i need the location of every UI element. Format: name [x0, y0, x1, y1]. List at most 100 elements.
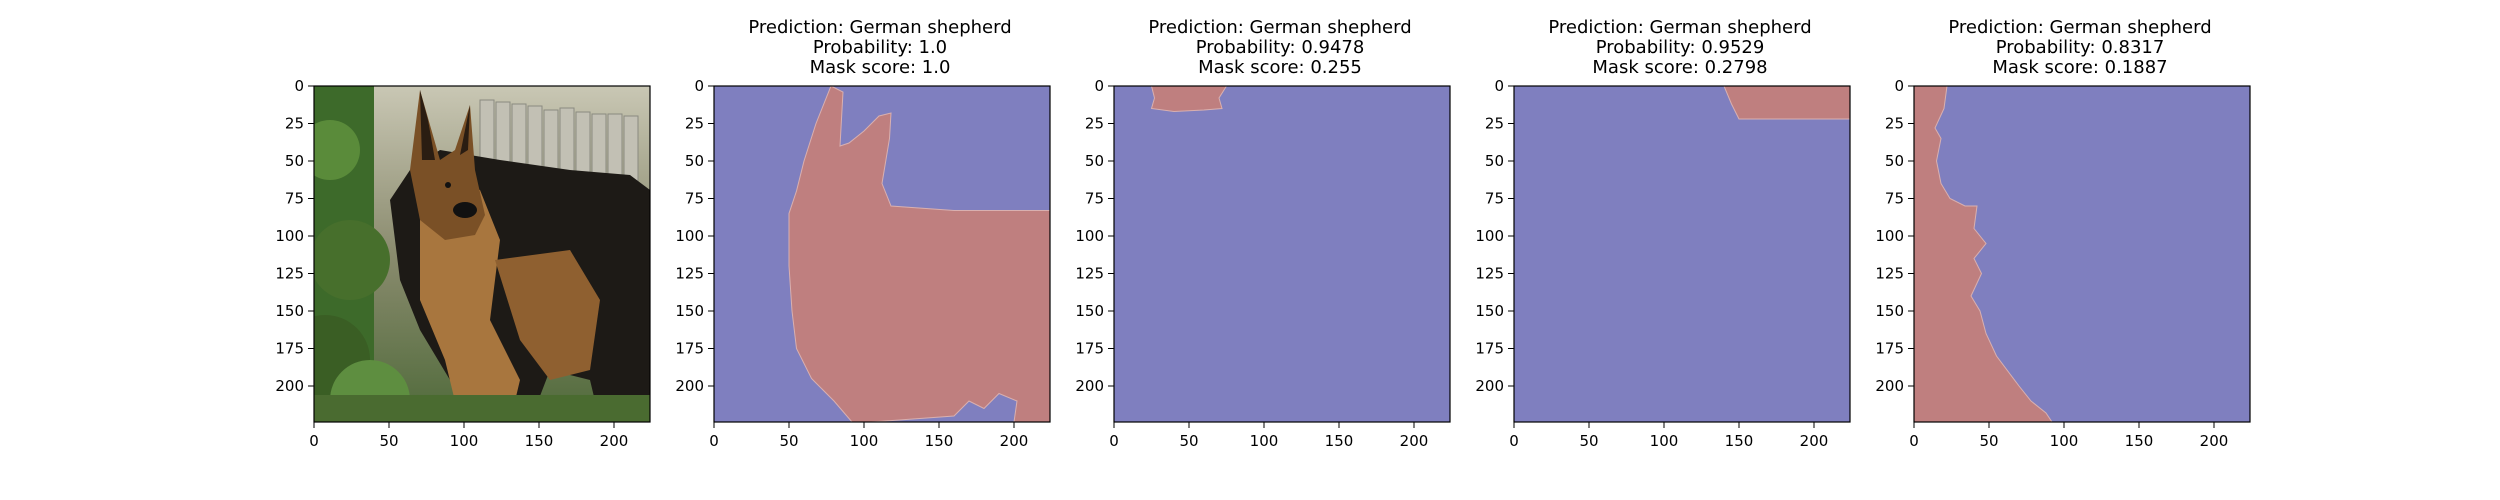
y-tick-label: 150: [1875, 302, 1904, 320]
y-tick-label: 125: [675, 265, 704, 283]
y-tick-label: 100: [675, 227, 704, 245]
probability-label: Probability: 0.9478: [1195, 37, 1365, 58]
probability-label: Probability: 0.8317: [1995, 37, 2165, 58]
image-axes: 0 50 100 150 200 0 25 50 75 100 125 150 175 200: [275, 77, 651, 450]
panel-mask-3: Prediction: German shepherd Probability: …: [1470, 0, 1890, 500]
x-tick-label: 150: [525, 432, 554, 450]
x-tick-label: 150: [2125, 432, 2154, 450]
y-tick-label: 150: [275, 302, 304, 320]
prediction-label: Prediction: German shepherd: [1548, 17, 1812, 38]
y-tick-label: 125: [1075, 265, 1104, 283]
y-tick-label: 125: [275, 265, 304, 283]
prediction-label: Prediction: German shepherd: [748, 17, 1012, 38]
x-tick-label: 0: [1509, 432, 1519, 450]
mask-axes: 0 50 100 150 200 0 25 50 75 100 125 150 175 200: [1075, 77, 1451, 450]
x-tick-label: 100: [850, 432, 879, 450]
y-tick-label: 100: [275, 227, 304, 245]
mask-axes: 0 50 100 150 200 0 25 50 75 100 125 150 175 200: [1475, 77, 1851, 450]
panel-mask-1: Prediction: German shepherd Probability: …: [670, 0, 1090, 500]
mask-score-label: Mask score: 1.0: [809, 57, 951, 78]
panel-original-image: 0 50 100 150 200 0 25 50 75 100 125 150 175 200: [270, 0, 690, 500]
probability-label: Probability: 1.0: [812, 37, 948, 58]
y-tick-label: 75: [1885, 190, 1904, 208]
y-tick-label: 50: [1485, 152, 1504, 170]
panel-title: Prediction: German shepherd Probability: …: [1070, 18, 1490, 78]
x-tick-label: 50: [779, 432, 798, 450]
mask-region: [1150, 85, 1228, 113]
x-tick-label: 50: [1179, 432, 1198, 450]
y-tick-label: 50: [285, 152, 304, 170]
mask-region: [788, 85, 1051, 423]
x-tick-label: 0: [1909, 432, 1919, 450]
x-tick-label: 100: [1250, 432, 1279, 450]
panel-mask-4: Prediction: German shepherd Probability: …: [1870, 0, 2290, 500]
x-tick-label: 200: [1000, 432, 1029, 450]
y-tick-label: 0: [294, 77, 304, 95]
mask-score-label: Mask score: 0.1887: [1992, 57, 2168, 78]
y-tick-label: 25: [1885, 115, 1904, 133]
prediction-label: Prediction: German shepherd: [1948, 17, 2212, 38]
y-tick-label: 100: [1475, 227, 1504, 245]
y-tick-label: 200: [675, 377, 704, 395]
y-tick-label: 150: [1475, 302, 1504, 320]
x-tick-label: 150: [1725, 432, 1754, 450]
y-tick-label: 0: [1494, 77, 1504, 95]
y-tick-label: 100: [1075, 227, 1104, 245]
mask-axes: 0 50 100 150 200 0 25 50 75 100 125 150 175 200: [1875, 77, 2251, 450]
y-tick-label: 25: [285, 115, 304, 133]
axes-frame: [1513, 85, 1851, 423]
x-tick-label: 100: [2050, 432, 2079, 450]
y-tick-label: 50: [685, 152, 704, 170]
mask-score-label: Mask score: 0.2798: [1592, 57, 1768, 78]
y-tick-label: 150: [1075, 302, 1104, 320]
y-tick-label: 75: [685, 190, 704, 208]
x-tick-label: 0: [309, 432, 319, 450]
panel-mask-2: Prediction: German shepherd Probability: …: [1070, 0, 1490, 500]
y-tick-label: 175: [675, 340, 704, 358]
x-tick-label: 0: [1109, 432, 1119, 450]
mask-region: [1913, 85, 2053, 423]
axes-frame: [1113, 85, 1451, 423]
x-tick-label: 50: [1979, 432, 1998, 450]
y-tick-label: 75: [1085, 190, 1104, 208]
y-tick-label: 0: [1894, 77, 1904, 95]
y-tick-label: 175: [1075, 340, 1104, 358]
x-tick-label: 100: [1650, 432, 1679, 450]
x-tick-label: 100: [450, 432, 479, 450]
x-tick-label: 0: [709, 432, 719, 450]
x-tick-label: 50: [1579, 432, 1598, 450]
mask-background: [1514, 86, 1850, 422]
x-tick-label: 200: [1400, 432, 1429, 450]
x-tick-label: 150: [1325, 432, 1354, 450]
y-tick-label: 150: [675, 302, 704, 320]
mask-axes: 0 50 100 150 200 0 25 50 75 100 125 150 175 200: [675, 77, 1051, 450]
y-tick-label: 200: [275, 377, 304, 395]
y-tick-label: 200: [1075, 377, 1104, 395]
axes-frame: [313, 85, 651, 423]
panel-title: Prediction: German shepherd Probability: …: [670, 18, 1090, 78]
mask-score-label: Mask score: 0.255: [1198, 57, 1362, 78]
y-tick-label: 75: [1485, 190, 1504, 208]
y-tick-label: 175: [1475, 340, 1504, 358]
y-tick-label: 175: [1875, 340, 1904, 358]
x-tick-label: 50: [379, 432, 398, 450]
y-tick-label: 200: [1475, 377, 1504, 395]
y-tick-label: 200: [1875, 377, 1904, 395]
y-tick-label: 125: [1475, 265, 1504, 283]
panel-title: Prediction: German shepherd Probability: …: [1470, 18, 1890, 78]
y-tick-label: 0: [1094, 77, 1104, 95]
y-tick-label: 25: [1485, 115, 1504, 133]
y-tick-label: 25: [1085, 115, 1104, 133]
y-tick-label: 100: [1875, 227, 1904, 245]
axes-frame: [713, 85, 1051, 423]
y-tick-label: 25: [685, 115, 704, 133]
panel-title: Prediction: German shepherd Probability: …: [1870, 18, 2290, 78]
x-tick-label: 200: [1800, 432, 1829, 450]
mask-background: [1114, 86, 1450, 422]
probability-label: Probability: 0.9529: [1595, 37, 1765, 58]
y-tick-label: 75: [285, 190, 304, 208]
x-tick-label: 150: [925, 432, 954, 450]
y-tick-label: 0: [694, 77, 704, 95]
y-tick-label: 50: [1085, 152, 1104, 170]
dog-photo: [314, 86, 650, 422]
